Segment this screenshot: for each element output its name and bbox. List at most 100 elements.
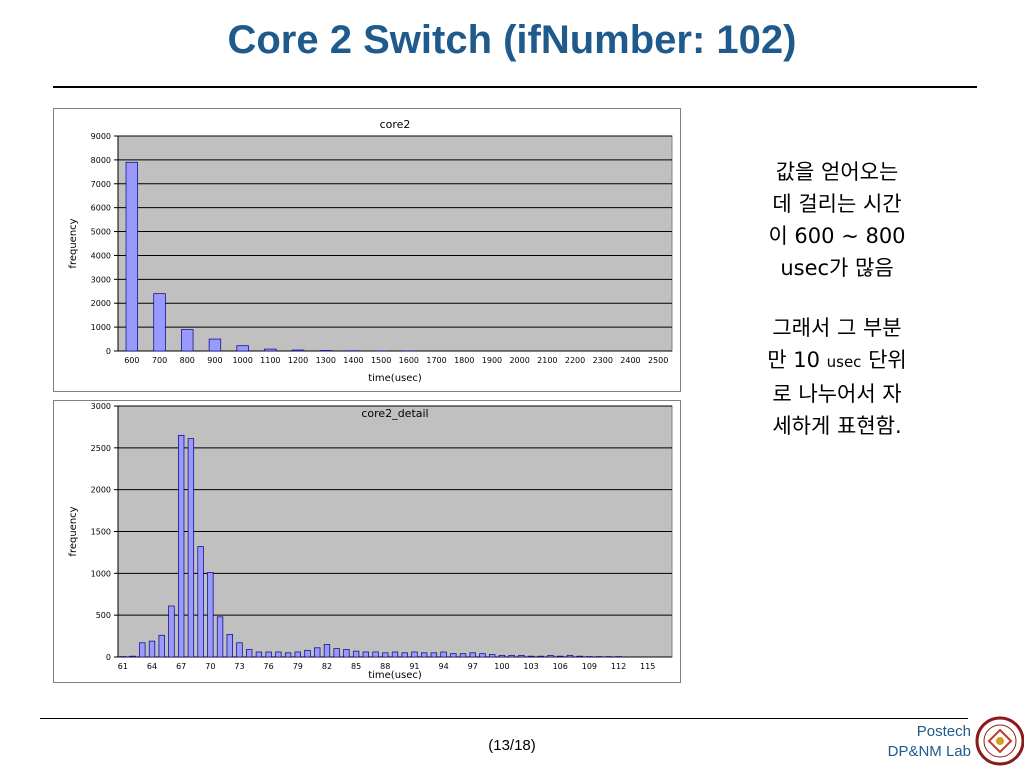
x-tick-label: 97	[468, 662, 478, 671]
bar	[291, 349, 305, 352]
bar	[391, 651, 399, 658]
y-tick-label: 6000	[91, 204, 111, 213]
x-tick-label: 2300	[593, 356, 613, 365]
y-tick-label: 1500	[91, 528, 111, 537]
x-tick-label: 1300	[316, 356, 336, 365]
x-tick-label: 1100	[260, 356, 280, 365]
bar	[255, 651, 263, 658]
bar	[498, 654, 506, 658]
explanation-paragraph-1: 값을 얻어오는 데 걸리는 시간 이 600 ~ 800 usec가 많음	[732, 156, 942, 284]
bar	[527, 655, 535, 658]
y-tick-label: 9000	[91, 132, 111, 141]
footer-line: DP&NM Lab	[887, 743, 971, 760]
x-tick-label: 109	[582, 662, 597, 671]
note-line: 값을 얻어오는	[775, 160, 899, 184]
x-tick-label: 2000	[509, 356, 529, 365]
x-tick-label: 91	[409, 662, 419, 671]
bar	[275, 651, 282, 658]
note-line: 세하게 표현함.	[772, 414, 902, 438]
x-tick-label: 67	[176, 662, 186, 671]
bar	[284, 652, 292, 658]
note-line: 로 나누어서 자	[772, 382, 902, 406]
bar	[314, 647, 321, 658]
x-tick-label: 2400	[620, 356, 640, 365]
bar	[153, 293, 166, 352]
bar	[352, 650, 360, 658]
bar	[333, 648, 340, 658]
x-tick-label: 1000	[232, 356, 252, 365]
x-tick-label: 112	[611, 662, 626, 671]
bar	[508, 654, 515, 658]
y-tick-label: 1000	[91, 569, 111, 578]
x-tick-label: 79	[293, 662, 303, 671]
note-line: 만 10 usec 단위	[732, 344, 942, 378]
bar	[459, 653, 467, 658]
bar	[246, 649, 253, 658]
bar	[207, 572, 214, 658]
x-tick-label: 800	[180, 356, 195, 365]
bar	[168, 605, 175, 658]
bar	[187, 438, 195, 658]
y-tick-label: 3000	[91, 275, 111, 284]
bar	[181, 329, 194, 352]
x-tick-label: 61	[118, 662, 128, 671]
bar	[382, 652, 389, 658]
bar	[264, 348, 277, 352]
bar	[566, 654, 574, 658]
x-tick-label: 1400	[343, 356, 363, 365]
bar	[420, 652, 428, 658]
x-axis-label: time(usec)	[368, 373, 422, 384]
x-tick-label: 900	[207, 356, 222, 365]
bar	[323, 644, 331, 658]
bar	[411, 651, 418, 658]
y-tick-label: 5000	[91, 228, 111, 237]
x-tick-label: 70	[205, 662, 215, 671]
page-number: (13/18)	[488, 737, 536, 754]
bar	[226, 634, 233, 658]
bar	[148, 640, 156, 658]
y-axis-label: frequency	[68, 218, 79, 268]
bar	[208, 338, 222, 352]
x-tick-label: 76	[264, 662, 274, 671]
bar	[304, 649, 311, 658]
footer-divider	[40, 718, 968, 719]
bar	[537, 655, 544, 658]
bar	[236, 345, 249, 352]
bar	[372, 651, 379, 658]
x-tick-label: 600	[124, 356, 139, 365]
x-tick-label: 88	[380, 662, 390, 671]
x-tick-label: 115	[640, 662, 655, 671]
y-axis-label: frequency	[68, 506, 79, 556]
bar	[430, 652, 438, 658]
bar	[479, 653, 486, 658]
bar	[440, 651, 447, 658]
university-seal-icon	[975, 716, 1024, 766]
bar	[518, 654, 525, 658]
x-tick-label: 103	[523, 662, 538, 671]
note-text: 단위	[861, 348, 907, 372]
y-tick-label: 2500	[91, 444, 111, 453]
x-tick-label: 1500	[371, 356, 391, 365]
note-line: 이 600 ~ 800	[768, 224, 906, 248]
y-tick-label: 2000	[91, 299, 111, 308]
plot-area	[117, 135, 673, 352]
bar	[401, 652, 408, 658]
y-tick-label: 4000	[91, 251, 111, 260]
y-tick-label: 7000	[91, 180, 111, 189]
note-line: 그래서 그 부분	[772, 316, 902, 340]
bar	[178, 434, 185, 658]
y-tick-label: 500	[96, 611, 111, 620]
y-tick-label: 8000	[91, 156, 111, 165]
y-tick-label: 0	[106, 347, 111, 356]
y-tick-label: 0	[106, 653, 111, 662]
x-tick-label: 1900	[482, 356, 502, 365]
x-tick-label: 1200	[288, 356, 308, 365]
bar	[469, 652, 476, 658]
bar	[489, 654, 496, 658]
bar	[265, 651, 272, 658]
bar	[125, 161, 139, 352]
x-tick-label: 64	[147, 662, 157, 671]
x-tick-label: 2500	[648, 356, 668, 365]
x-tick-label: 2200	[565, 356, 585, 365]
x-tick-label: 1600	[399, 356, 419, 365]
